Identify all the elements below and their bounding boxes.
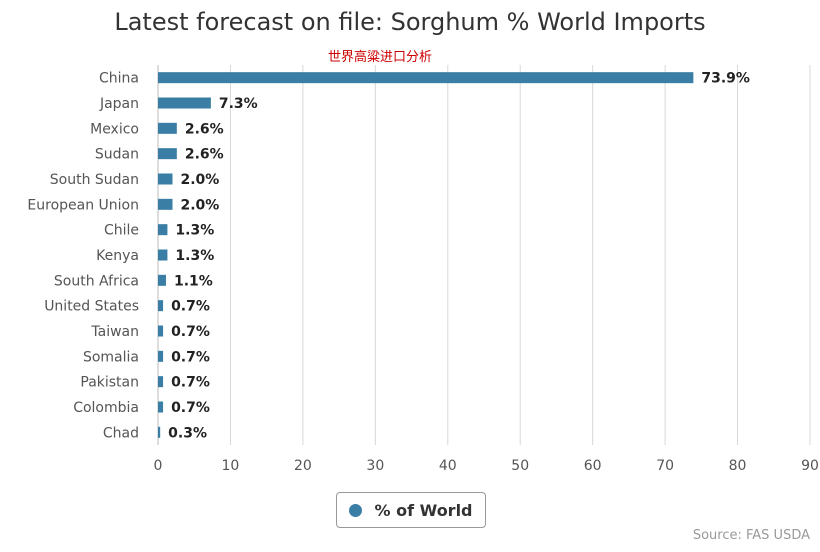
y-tick-label: Mexico	[90, 121, 139, 137]
bar	[158, 274, 166, 286]
data-label: 2.6%	[185, 147, 224, 163]
legend-label: % of World	[374, 500, 473, 520]
x-tick-label: 50	[511, 458, 529, 474]
x-tick-label: 30	[366, 458, 384, 474]
bar	[158, 325, 164, 337]
bar	[158, 72, 694, 84]
data-label: 0.7%	[171, 349, 210, 365]
y-tick-label: Japan	[99, 96, 139, 112]
bar	[158, 350, 164, 362]
bar	[158, 401, 164, 413]
y-tick-label: Chile	[104, 223, 139, 239]
y-tick-label: European Union	[27, 197, 139, 213]
data-label: 2.0%	[180, 172, 219, 188]
data-label: 1.3%	[175, 223, 214, 239]
legend-swatch	[349, 503, 363, 517]
x-tick-label: 90	[801, 458, 819, 474]
data-label: 0.7%	[171, 324, 210, 340]
bar	[158, 376, 164, 388]
data-label: 1.3%	[175, 248, 214, 264]
x-tick-label: 20	[294, 458, 312, 474]
y-tick-label: Somalia	[83, 349, 139, 365]
data-label: 0.7%	[171, 375, 210, 391]
bar	[158, 198, 173, 210]
data-label: 0.3%	[168, 425, 207, 441]
bar	[158, 426, 161, 438]
x-tick-label: 10	[222, 458, 240, 474]
source-note: Source: FAS USDA	[692, 528, 810, 543]
y-tick-label: China	[99, 71, 139, 87]
bar	[158, 97, 211, 109]
bar	[158, 224, 168, 236]
bar	[158, 148, 177, 160]
data-label: 0.7%	[171, 400, 210, 416]
x-tick-label: 0	[154, 458, 163, 474]
y-tick-label: United States	[44, 299, 139, 315]
data-label: 1.1%	[174, 273, 213, 289]
x-tick-label: 70	[656, 458, 674, 474]
data-label: 73.9%	[701, 71, 750, 87]
bar	[158, 249, 168, 261]
bar	[158, 122, 177, 134]
y-tick-label: Colombia	[73, 400, 139, 416]
chart-subtitle: 世界高粱进口分析	[327, 50, 432, 65]
data-label: 2.6%	[185, 121, 224, 137]
x-tick-label: 40	[439, 458, 457, 474]
legend[interactable]: % of World	[336, 492, 486, 528]
chart-title: Latest forecast on file: Sorghum % World…	[114, 8, 706, 36]
data-label: 7.3%	[219, 96, 258, 112]
bar	[158, 300, 164, 312]
y-tick-label: Kenya	[96, 248, 139, 264]
data-label: 0.7%	[171, 299, 210, 315]
y-tick-label: Chad	[103, 425, 139, 441]
y-tick-label: Sudan	[95, 147, 139, 163]
y-tick-label: Taiwan	[90, 324, 139, 340]
y-tick-label: South Africa	[54, 273, 139, 289]
x-tick-label: 80	[729, 458, 747, 474]
data-label: 2.0%	[180, 197, 219, 213]
bar	[158, 173, 173, 185]
y-tick-label: South Sudan	[50, 172, 139, 188]
y-tick-label: Pakistan	[80, 375, 139, 391]
x-tick-label: 60	[584, 458, 602, 474]
